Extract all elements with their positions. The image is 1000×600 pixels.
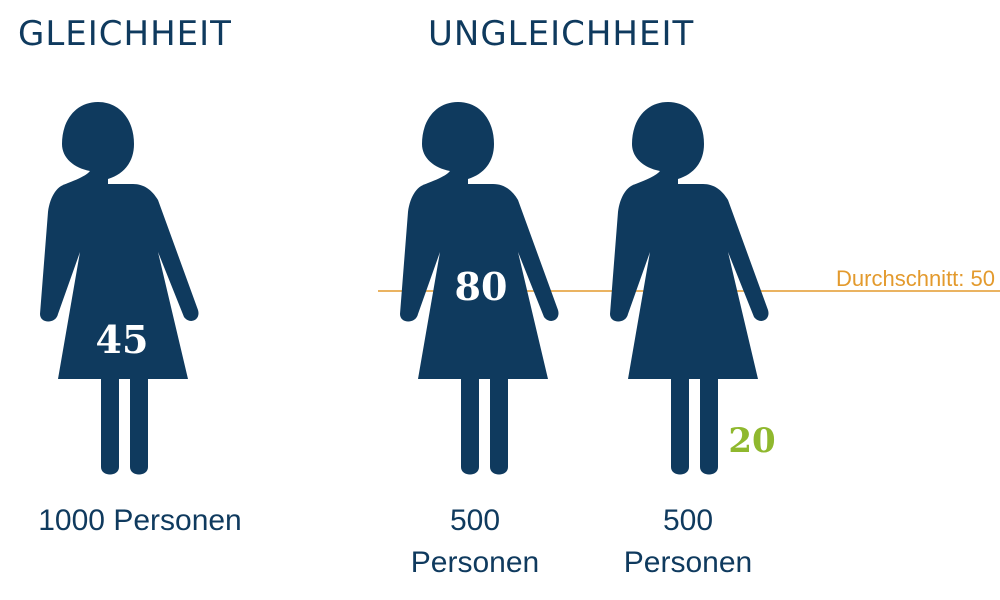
caption-inequality-80: 500 Personen	[385, 500, 565, 584]
heading-equality: GLEICHHEIT	[18, 14, 232, 54]
woman-figure-icon	[610, 102, 769, 475]
value-20: 20	[728, 421, 775, 461]
value-45: 45	[96, 317, 149, 362]
caption-count: 500	[449, 504, 501, 537]
caption-inequality-20: 500 Personen	[598, 500, 778, 584]
woman-figure-icon	[40, 102, 199, 475]
value-80: 80	[455, 264, 508, 309]
average-label: Durchschnitt: 50	[836, 266, 995, 291]
caption-unit: Personen	[410, 546, 540, 579]
heading-inequality: UNGLEICHHEIT	[428, 14, 695, 54]
caption-equality: 1000 Personen	[38, 504, 242, 537]
caption-count: 500	[662, 504, 714, 537]
caption-unit: Personen	[623, 546, 753, 579]
